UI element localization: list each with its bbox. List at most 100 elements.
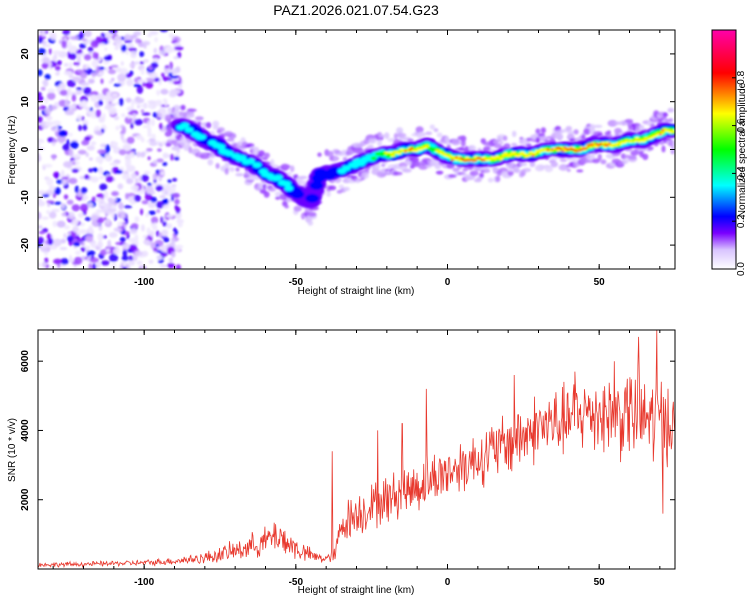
spectrogram-halo-blob <box>229 166 235 172</box>
spectrogram-halo-blob <box>559 158 568 162</box>
spectrogram-noise-blob <box>105 218 110 225</box>
spectrogram-noise-blob <box>158 232 163 238</box>
spectrogram-halo-blob <box>495 175 501 183</box>
spectrogram-noise-blob <box>168 33 175 39</box>
spectrogram-ridge-cell <box>624 139 629 143</box>
spectrogram-noise-blob <box>160 171 165 176</box>
spectrogram-ridge-cell <box>305 193 320 203</box>
spectrogram-noise-blob <box>142 82 147 87</box>
spectrogram-noise-blob <box>50 32 57 41</box>
spectrogram-noise-blob <box>69 254 73 263</box>
spectrogram-noise-blob <box>113 248 121 255</box>
spectrogram-noise-blob <box>152 173 158 181</box>
spectrogram-halo-blob <box>507 170 514 177</box>
spectrogram-ridge-cell <box>454 158 459 161</box>
spectrogram-halo-blob <box>382 161 388 165</box>
spectrogram-noise-blob <box>61 169 65 176</box>
spectrogram-noise-blob <box>127 47 137 51</box>
spectrogram-noise-blob <box>38 230 46 235</box>
spectrogram-noise-blob <box>171 251 176 258</box>
spectrogram-halo-blob <box>217 127 225 133</box>
spectrogram-x-tick-label: 50 <box>594 277 606 288</box>
spectrogram-noise-blob <box>68 177 78 185</box>
spectrogram-noise-blob <box>71 204 80 212</box>
spectrogram-halo-blob <box>257 150 265 157</box>
spectrogram-noise-blob <box>83 87 92 95</box>
spectrogram-noise-blob <box>123 34 132 42</box>
spectrogram-halo-blob <box>407 138 414 142</box>
spectrogram-noise-blob <box>160 245 165 253</box>
spectrogram-halo-blob <box>379 172 387 177</box>
spectrogram-ridge-cell <box>197 134 207 141</box>
spectrogram-ridge-cell <box>397 151 402 155</box>
spectrogram-noise-blob <box>109 162 119 166</box>
colorbar-label: Normalized spectral amplitude <box>737 82 748 217</box>
spectrogram-noise-blob <box>140 109 145 113</box>
spectrogram-noise-blob <box>77 149 87 155</box>
spectrogram-noise-blob <box>162 204 169 209</box>
spectrogram-noise-blob <box>136 151 141 158</box>
spectrogram-noise-blob <box>132 113 137 118</box>
spectrogram-noise-blob <box>84 30 92 38</box>
spectrogram-halo-blob <box>600 159 607 165</box>
spectrogram-ridge-cell <box>408 148 412 151</box>
snr-x-tick-label: -100 <box>134 577 154 588</box>
spectrogram-noise-blob <box>90 39 100 48</box>
spectrogram-noise-blob <box>84 217 92 221</box>
spectrogram-noise-blob <box>172 185 176 193</box>
spectrogram-noise-blob <box>137 104 140 109</box>
spectrogram-halo-blob <box>355 179 361 184</box>
spectrogram-noise-blob <box>151 72 158 79</box>
spectrogram-noise-blob <box>45 189 55 196</box>
spectrogram-halo-blob <box>361 172 369 180</box>
spectrogram-noise-blob <box>111 210 115 219</box>
spectrogram-halo-blob <box>515 168 521 174</box>
spectrogram-noise-blob <box>57 134 66 143</box>
spectrogram-noise-blob <box>146 148 153 152</box>
spectrogram-ridge-cell <box>580 148 584 151</box>
spectrogram-noise-blob <box>130 34 138 39</box>
spectrogram-halo-blob <box>592 158 600 164</box>
spectrogram-noise-blob <box>91 60 99 68</box>
spectrogram-noise-blob <box>62 161 73 168</box>
spectrogram-noise-blob <box>130 184 139 191</box>
spectrogram-noise-blob <box>167 262 175 269</box>
spectrogram-halo-blob <box>502 135 508 141</box>
spectrogram-noise-blob <box>174 211 182 220</box>
spectrogram-halo-blob <box>377 139 383 147</box>
spectrogram-noise-blob <box>95 130 102 136</box>
spectrogram-noise-blob <box>41 261 47 268</box>
spectrogram-noise-blob <box>122 249 128 257</box>
spectrogram-ridge-cell <box>582 147 586 150</box>
spectrogram-noise-blob <box>90 91 99 96</box>
spectrogram-noise-blob <box>108 106 117 116</box>
spectrogram-noise-blob <box>68 148 74 157</box>
spectrogram-halo-blob <box>420 132 427 137</box>
spectrogram-halo-blob <box>268 187 277 192</box>
spectrogram-halo-blob <box>434 164 441 170</box>
spectrogram-halo-blob <box>606 130 612 135</box>
spectrogram-halo-blob <box>581 134 586 141</box>
spectrogram-noise-blob <box>48 185 56 192</box>
spectrogram-halo-blob <box>529 161 536 168</box>
spectrogram-noise-blob <box>70 35 80 41</box>
spectrogram-halo-blob <box>558 164 569 171</box>
spectrogram-noise-blob <box>68 53 77 60</box>
spectrogram-noise-blob <box>90 176 99 183</box>
spectrogram-noise-blob <box>135 177 139 184</box>
spectrogram-noise-blob <box>147 201 157 209</box>
spectrogram-noise-blob <box>162 76 170 82</box>
spectrogram-noise-blob <box>41 216 49 220</box>
spectrogram-noise-blob <box>78 124 83 131</box>
spectrogram-noise-blob <box>160 88 169 95</box>
spectrogram-noise-blob <box>60 238 67 244</box>
spectrogram-noise-blob <box>166 223 173 229</box>
spectrogram-noise-blob <box>153 160 158 165</box>
spectrogram-halo-blob <box>544 139 550 143</box>
spectrogram-noise-blob <box>92 51 97 60</box>
spectrogram-halo-blob <box>668 118 673 123</box>
spectrogram-noise-blob <box>105 144 111 153</box>
spectrogram-noise-blob <box>38 225 43 229</box>
spectrogram-noise-blob <box>78 229 88 235</box>
spectrogram-noise-blob <box>126 78 134 87</box>
